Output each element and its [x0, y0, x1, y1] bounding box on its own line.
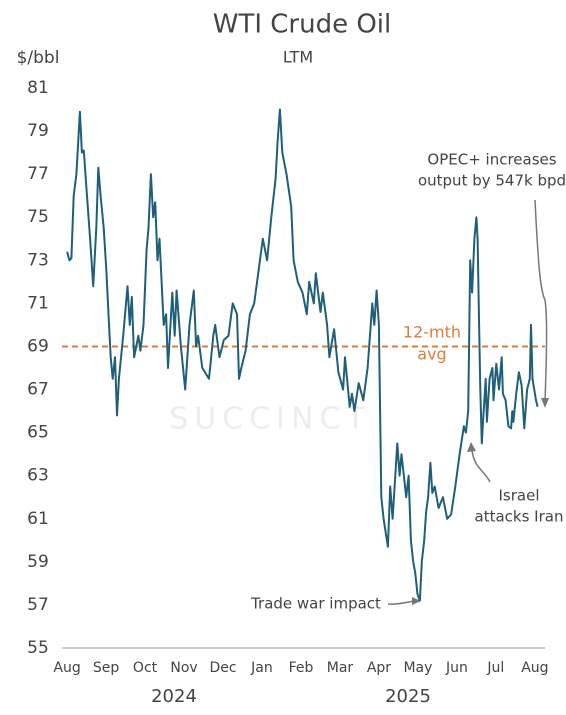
- y-axis-label: $/bbl: [17, 48, 60, 68]
- x-tick-label: Oct: [133, 660, 158, 676]
- year-label: 2024: [151, 686, 197, 707]
- y-tick-label: 59: [27, 552, 49, 572]
- x-tick-label: Mar: [327, 660, 354, 676]
- y-tick-label: 81: [27, 78, 49, 98]
- annotation: output by 547k bpd: [418, 172, 566, 190]
- x-tick-label: Aug: [521, 660, 548, 676]
- year-label: 2025: [385, 686, 431, 707]
- watermark: SUCCINCT: [169, 402, 370, 437]
- x-tick-label: Apr: [367, 660, 391, 676]
- y-tick-label: 79: [27, 121, 49, 141]
- average-label: 12-mth: [403, 323, 461, 342]
- price-line: [66, 108, 539, 602]
- x-tick-label: Jun: [445, 660, 468, 676]
- y-tick-label: 73: [27, 250, 49, 270]
- chart-subtitle: LTM: [283, 48, 313, 67]
- y-tick-label: 65: [27, 423, 49, 443]
- arrow-head: [412, 597, 421, 605]
- y-tick-label: 75: [27, 207, 49, 227]
- arrow: [471, 449, 491, 483]
- y-tick-label: 55: [27, 638, 49, 658]
- chart-title: WTI Crude Oil: [213, 10, 392, 40]
- annotation: attacks Iran: [475, 508, 564, 526]
- annotation: Trade war impact: [250, 595, 381, 613]
- x-tick-label: Feb: [289, 660, 314, 676]
- x-tick-label: Sep: [93, 660, 120, 676]
- y-tick-label: 77: [27, 164, 49, 184]
- y-tick-label: 71: [27, 293, 49, 313]
- y-tick-label: 57: [27, 595, 49, 615]
- average-label: avg: [417, 345, 446, 364]
- x-tick-label: Dec: [209, 660, 236, 676]
- y-tick-label: 61: [27, 509, 49, 529]
- x-tick-label: Jan: [250, 660, 273, 676]
- arrow-head: [467, 442, 476, 452]
- arrow-head: [541, 398, 549, 408]
- arrow: [387, 600, 415, 605]
- y-tick-label: 69: [27, 336, 49, 356]
- arrow: [534, 199, 548, 403]
- y-tick-label: 63: [27, 466, 49, 486]
- annotation: Israel: [499, 487, 540, 505]
- x-tick-label: Aug: [53, 660, 80, 676]
- annotation: OPEC+ increases: [427, 151, 556, 169]
- x-tick-label: Jul: [486, 660, 504, 676]
- x-tick-label: May: [403, 660, 432, 676]
- x-tick-label: Nov: [170, 660, 197, 676]
- y-tick-label: 67: [27, 380, 49, 400]
